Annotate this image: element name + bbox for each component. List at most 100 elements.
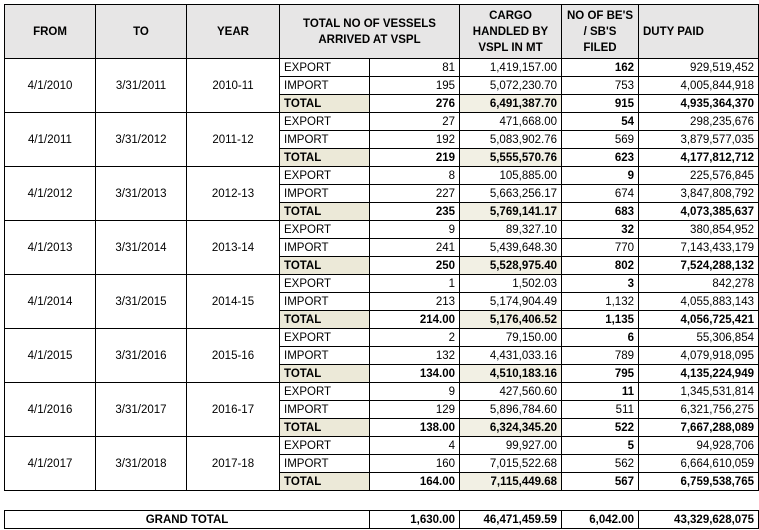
header-vessels: TOTAL NO OF VESSELS ARRIVED AT VSPL	[279, 4, 460, 59]
cargo-value: 5,769,141.17	[459, 202, 562, 221]
vessels-value: 235	[369, 202, 460, 221]
bes-value: 753	[561, 76, 639, 95]
table-row: 4/1/2014 3/31/2015 2014-15 EXPORT 1 1,502.03 3…	[4, 274, 759, 329]
duty-value: 1,345,531,814	[638, 382, 759, 401]
vessels-value: 1	[369, 274, 460, 293]
cargo-value: 7,115,449.68	[459, 472, 562, 491]
duty-value: 55,306,854	[638, 328, 759, 347]
duty-value: 4,073,385,637	[638, 202, 759, 221]
cargo-value: 427,560.60	[459, 382, 562, 401]
vessels-value: 227	[369, 184, 460, 203]
fiscal-year: 2012-13	[186, 166, 280, 221]
from-date: 4/1/2011	[4, 112, 96, 167]
fiscal-year: 2010-11	[186, 58, 280, 113]
from-date: 4/1/2015	[4, 328, 96, 383]
table-row: 4/1/2015 3/31/2016 2015-16 EXPORT 2 79,150.00…	[4, 328, 759, 383]
grand-total-bes: 6,042.00	[561, 510, 639, 529]
vessels-value: 132	[369, 346, 460, 365]
vessels-value: 160	[369, 454, 460, 473]
cargo-value: 5,072,230.70	[459, 76, 562, 95]
cargo-value: 4,431,033.16	[459, 346, 562, 365]
total-row: TOTAL 250 5,528,975.40 802 7,524,288,132	[5, 256, 759, 275]
cargo-value: 5,528,975.40	[459, 256, 562, 275]
duty-value: 380,854,952	[638, 220, 759, 239]
bes-value: 795	[561, 364, 639, 383]
duty-value: 4,935,364,370	[638, 94, 759, 113]
duty-value: 298,235,676	[638, 112, 759, 131]
bes-value: 162	[561, 58, 639, 77]
vessels-value: 129	[369, 400, 460, 419]
vessels-value: 81	[369, 58, 460, 77]
bes-value: 32	[561, 220, 639, 239]
from-date: 4/1/2017	[4, 436, 96, 491]
row-label: IMPORT	[279, 292, 370, 311]
to-date: 3/31/2017	[95, 382, 187, 437]
bes-value: 6	[561, 328, 639, 347]
fiscal-year: 2017-18	[186, 436, 280, 491]
row-label: EXPORT	[279, 58, 370, 77]
duty-value: 3,847,808,792	[638, 184, 759, 203]
vessels-value: 138.00	[369, 418, 460, 437]
bes-value: 567	[561, 472, 639, 491]
bes-value: 802	[561, 256, 639, 275]
vessels-value: 164.00	[369, 472, 460, 491]
header-bes: NO OF BE'S / SB'S FILED	[561, 4, 639, 59]
bes-value: 562	[561, 454, 639, 473]
vessels-value: 134.00	[369, 364, 460, 383]
bes-value: 54	[561, 112, 639, 131]
vessels-value: 195	[369, 76, 460, 95]
table-row: IMPORT 132 4,431,033.16 789 4,079,918,095	[5, 346, 759, 365]
cargo-value: 79,150.00	[459, 328, 562, 347]
cargo-value: 5,083,902.76	[459, 130, 562, 149]
vessels-value: 9	[369, 220, 460, 239]
bes-value: 674	[561, 184, 639, 203]
fiscal-year: 2011-12	[186, 112, 280, 167]
vessels-value: 27	[369, 112, 460, 131]
header-row: FROM TO YEAR TOTAL NO OF VESSELS ARRIVED…	[4, 4, 759, 59]
row-label: TOTAL	[279, 202, 370, 221]
row-label: IMPORT	[279, 346, 370, 365]
total-row: TOTAL 164.00 7,115,449.68 567 6,759,538,765	[5, 472, 759, 491]
vessels-value: 241	[369, 238, 460, 257]
cargo-value: 6,324,345.20	[459, 418, 562, 437]
row-label: IMPORT	[279, 400, 370, 419]
header-from: FROM	[4, 4, 96, 59]
fiscal-year: 2016-17	[186, 382, 280, 437]
duty-value: 4,056,725,421	[638, 310, 759, 329]
row-label: TOTAL	[279, 94, 370, 113]
duty-value: 4,005,844,918	[638, 76, 759, 95]
row-label: TOTAL	[279, 364, 370, 383]
cargo-value: 105,885.00	[459, 166, 562, 185]
duty-value: 4,177,812,712	[638, 148, 759, 167]
to-date: 3/31/2014	[95, 220, 187, 275]
grand-total-row: GRAND TOTAL 1,630.00 46,471,459.59 6,042…	[4, 510, 759, 529]
cargo-value: 471,668.00	[459, 112, 562, 131]
vessels-value: 9	[369, 382, 460, 401]
grand-total-table: GRAND TOTAL 1,630.00 46,471,459.59 6,042…	[4, 510, 759, 529]
cargo-value: 1,502.03	[459, 274, 562, 293]
from-date: 4/1/2014	[4, 274, 96, 329]
table-row: IMPORT 129 5,896,784.60 511 6,321,756,275	[5, 400, 759, 419]
duty-value: 6,664,610,059	[638, 454, 759, 473]
duty-value: 7,667,288,089	[638, 418, 759, 437]
header-to: TO	[95, 4, 187, 59]
cargo-value: 5,439,648.30	[459, 238, 562, 257]
from-date: 4/1/2016	[4, 382, 96, 437]
cargo-value: 5,555,570.76	[459, 148, 562, 167]
row-label: TOTAL	[279, 148, 370, 167]
vessels-value: 8	[369, 166, 460, 185]
cargo-value: 1,419,157.00	[459, 58, 562, 77]
cargo-value: 89,327.10	[459, 220, 562, 239]
row-label: EXPORT	[279, 220, 370, 239]
row-label: IMPORT	[279, 238, 370, 257]
bes-value: 3	[561, 274, 639, 293]
bes-value: 11	[561, 382, 639, 401]
cargo-value: 99,927.00	[459, 436, 562, 455]
row-label: TOTAL	[279, 310, 370, 329]
table-row: 4/1/2011 3/31/2012 2011-12 EXPORT 27 471,668.…	[4, 112, 759, 167]
table-row: 4/1/2016 3/31/2017 2016-17 EXPORT 9 427,560.6…	[4, 382, 759, 437]
vessels-value: 4	[369, 436, 460, 455]
from-date: 4/1/2010	[4, 58, 96, 113]
row-label: EXPORT	[279, 436, 370, 455]
grand-total-cargo: 46,471,459.59	[459, 510, 562, 529]
